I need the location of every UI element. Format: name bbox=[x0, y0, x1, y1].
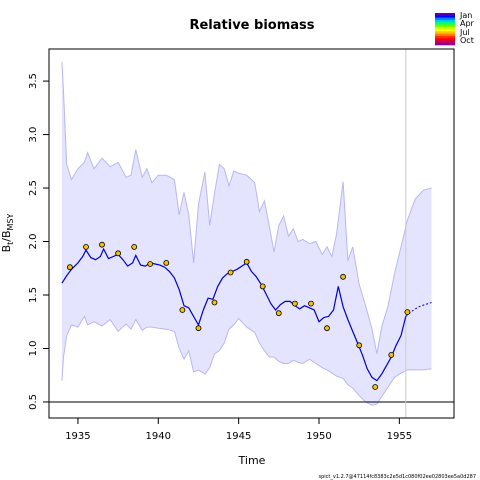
axes: 1935 1940 1945 1950 1955 0.5 1.0 1.5 2.0 2.5 3.0 3.… bbox=[28, 73, 412, 442]
legend-color-swatch bbox=[435, 24, 455, 28]
observation-point bbox=[227, 269, 234, 276]
band-lower-edge bbox=[61, 315, 432, 406]
legend-color-swatch bbox=[435, 42, 455, 46]
x-axis-title: Time bbox=[238, 454, 266, 467]
x-tick-label: 1940 bbox=[146, 431, 171, 442]
x-tick-label: 1945 bbox=[226, 431, 251, 442]
version-footer: spict_v1.2.7@47114fc8383c2e5d1c080f02ee0… bbox=[318, 474, 476, 480]
y-tick-label: 1.0 bbox=[28, 341, 39, 357]
legend-color-swatch bbox=[435, 19, 455, 23]
legend-color-swatch bbox=[435, 38, 455, 41]
y-tick-label: 0.5 bbox=[28, 394, 39, 410]
legend-color-swatch bbox=[435, 22, 455, 25]
season-legend-colorbar bbox=[435, 13, 455, 46]
y-tick-label: 3.0 bbox=[28, 127, 39, 143]
observation-point bbox=[340, 273, 347, 280]
y-axis-title-base: B bbox=[0, 245, 13, 253]
observation-point bbox=[404, 309, 411, 316]
observation-point bbox=[83, 243, 89, 250]
plot-frame bbox=[48, 48, 455, 419]
observation-point bbox=[259, 283, 266, 290]
season-legend: Jan Apr Jul Oct bbox=[435, 11, 475, 46]
y-axis-title-sub1: t bbox=[6, 242, 15, 245]
observation-point bbox=[195, 325, 202, 332]
legend-color-swatch bbox=[435, 35, 455, 39]
legend-color-swatch bbox=[435, 31, 455, 34]
observation-point bbox=[275, 310, 282, 317]
y-axis-title-sub2: MSY bbox=[6, 213, 15, 230]
legend-color-swatch bbox=[435, 40, 455, 44]
band-upper-edge bbox=[61, 61, 432, 354]
observation-point bbox=[131, 243, 138, 250]
legend-label-jul: Jul bbox=[459, 28, 470, 37]
legend-label-jan: Jan bbox=[459, 11, 472, 20]
y-axis-title-sep: /B bbox=[0, 230, 13, 241]
y-tick-label: 3.5 bbox=[28, 73, 39, 89]
legend-color-swatch bbox=[435, 26, 455, 30]
observation-point bbox=[356, 342, 363, 349]
legend-color-swatch bbox=[435, 17, 455, 21]
confidence-band bbox=[61, 61, 432, 406]
observation-point bbox=[211, 299, 218, 306]
legend-color-swatch bbox=[435, 29, 455, 32]
observation-point bbox=[243, 258, 250, 265]
x-tick-label: 1935 bbox=[65, 431, 90, 442]
observation-point bbox=[291, 300, 298, 307]
x-tick-label: 1955 bbox=[387, 431, 412, 442]
observation-point bbox=[372, 384, 379, 390]
y-tick-label: 1.5 bbox=[28, 287, 39, 303]
y-tick-label: 2.5 bbox=[28, 180, 39, 196]
legend-label-apr: Apr bbox=[460, 19, 475, 28]
observation-point bbox=[67, 264, 73, 271]
y-axis-title: Bt/BMSY bbox=[0, 213, 15, 252]
x-tick-label: 1950 bbox=[306, 431, 331, 442]
observation-point bbox=[324, 325, 330, 332]
chart-title: Relative biomass bbox=[189, 18, 314, 33]
legend-label-oct: Oct bbox=[460, 36, 474, 45]
legend-color-swatch bbox=[435, 15, 455, 18]
observation-point bbox=[163, 259, 170, 266]
observation-point bbox=[308, 300, 314, 307]
plot-area bbox=[49, 49, 454, 418]
legend-color-swatch bbox=[435, 33, 455, 37]
observation-point bbox=[115, 250, 121, 257]
y-tick-label: 2.0 bbox=[28, 234, 39, 250]
observation-point bbox=[147, 261, 154, 267]
observation-point bbox=[179, 307, 186, 313]
legend-color-swatch bbox=[435, 13, 455, 16]
observation-point bbox=[388, 351, 395, 358]
observation-point bbox=[99, 241, 105, 248]
